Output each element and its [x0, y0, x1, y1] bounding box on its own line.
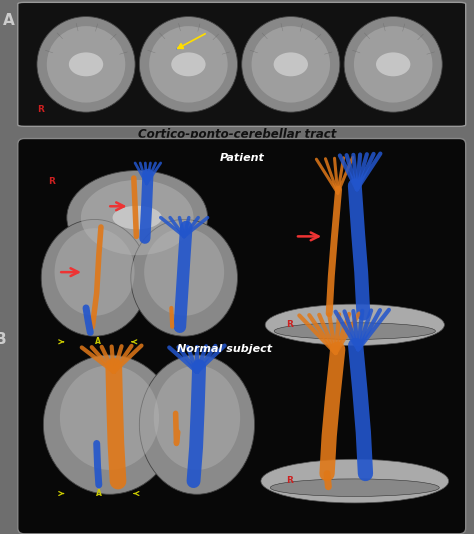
- Text: A: A: [3, 12, 15, 28]
- Ellipse shape: [242, 17, 340, 112]
- Ellipse shape: [270, 479, 439, 497]
- Ellipse shape: [261, 459, 448, 503]
- Ellipse shape: [273, 52, 308, 76]
- Text: A: A: [95, 337, 100, 347]
- Ellipse shape: [67, 170, 208, 265]
- Text: Patient: Patient: [219, 153, 264, 163]
- Text: Cortico-ponto-cerebellar tract: Cortico-ponto-cerebellar tract: [138, 128, 336, 141]
- Ellipse shape: [149, 26, 228, 103]
- Ellipse shape: [252, 26, 330, 103]
- Ellipse shape: [376, 52, 410, 76]
- Ellipse shape: [144, 228, 224, 316]
- FancyBboxPatch shape: [18, 2, 465, 127]
- Text: R: R: [286, 320, 293, 329]
- Ellipse shape: [69, 52, 103, 76]
- Ellipse shape: [139, 17, 237, 112]
- Text: R: R: [37, 105, 44, 114]
- Ellipse shape: [265, 304, 444, 345]
- Ellipse shape: [41, 219, 148, 336]
- Ellipse shape: [55, 228, 135, 316]
- Text: Normal subject: Normal subject: [177, 344, 272, 355]
- Ellipse shape: [81, 180, 193, 255]
- Ellipse shape: [354, 26, 432, 103]
- Ellipse shape: [131, 219, 237, 336]
- Text: B: B: [0, 332, 6, 347]
- Ellipse shape: [60, 365, 159, 470]
- Ellipse shape: [37, 17, 135, 112]
- Text: R: R: [286, 476, 293, 485]
- Text: A: A: [96, 489, 102, 498]
- Text: R: R: [47, 177, 55, 186]
- Ellipse shape: [344, 17, 442, 112]
- Ellipse shape: [43, 355, 175, 494]
- FancyBboxPatch shape: [18, 138, 465, 534]
- Ellipse shape: [274, 323, 436, 339]
- Ellipse shape: [154, 365, 240, 470]
- Ellipse shape: [171, 52, 206, 76]
- Ellipse shape: [47, 26, 125, 103]
- Ellipse shape: [139, 355, 255, 494]
- Ellipse shape: [113, 206, 162, 229]
